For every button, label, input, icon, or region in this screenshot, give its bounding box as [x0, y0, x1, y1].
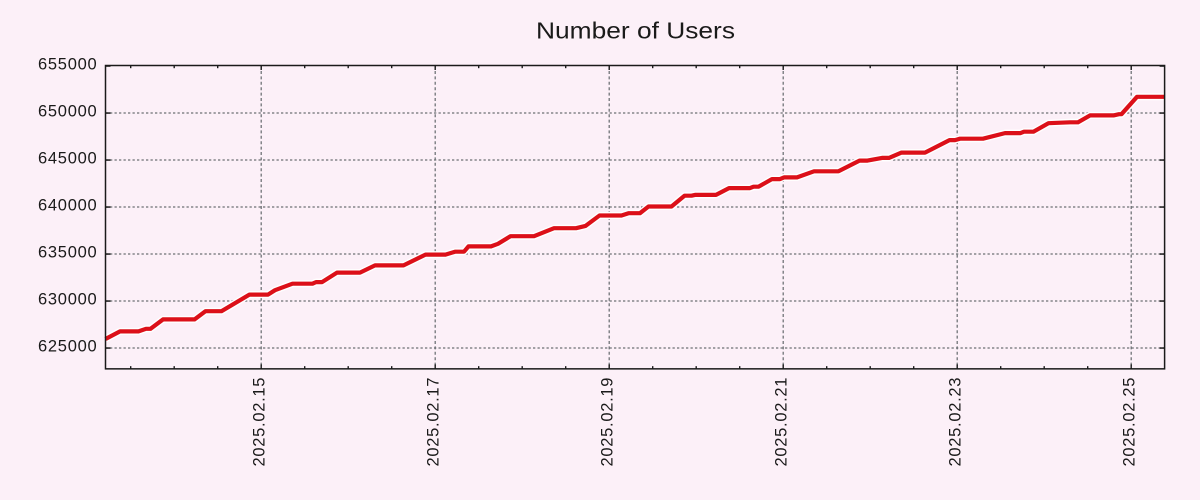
svg-text:2025.02.21: 2025.02.21 [773, 378, 791, 467]
svg-text:635000: 635000 [38, 243, 97, 261]
svg-text:650000: 650000 [38, 102, 97, 120]
svg-text:2025.02.17: 2025.02.17 [425, 378, 443, 467]
svg-text:2025.02.19: 2025.02.19 [599, 378, 617, 467]
svg-text:655000: 655000 [38, 55, 97, 73]
svg-text:645000: 645000 [38, 149, 97, 167]
svg-text:630000: 630000 [38, 290, 97, 308]
svg-text:2025.02.23: 2025.02.23 [947, 378, 965, 467]
svg-text:625000: 625000 [38, 337, 97, 355]
svg-text:2025.02.15: 2025.02.15 [251, 378, 269, 467]
svg-text:2025.02.25: 2025.02.25 [1121, 378, 1139, 467]
svg-text:Number of Users: Number of Users [536, 17, 735, 43]
svg-text:640000: 640000 [38, 196, 97, 214]
